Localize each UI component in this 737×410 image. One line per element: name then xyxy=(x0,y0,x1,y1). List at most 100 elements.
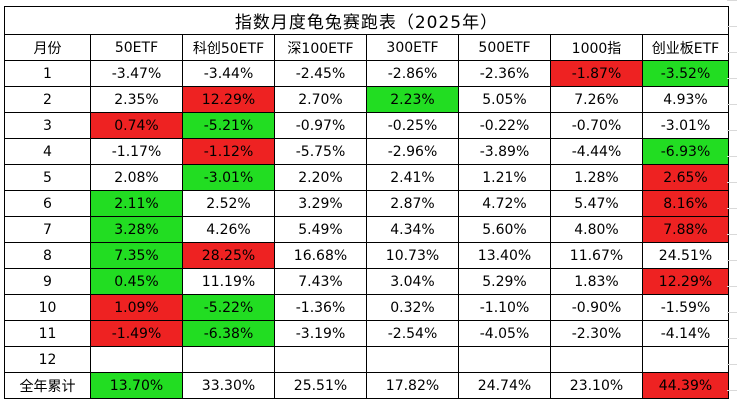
value-cell[interactable]: 1.83% xyxy=(550,268,643,295)
value-cell[interactable]: 3.28% xyxy=(90,216,183,243)
value-cell[interactable] xyxy=(182,346,275,373)
value-cell[interactable]: -1.10% xyxy=(458,294,551,321)
value-cell[interactable]: 12.29% xyxy=(182,86,275,113)
value-cell[interactable]: 2.20% xyxy=(274,164,367,191)
value-cell[interactable]: 2.65% xyxy=(642,164,729,191)
value-cell[interactable]: 4.80% xyxy=(550,216,643,243)
value-cell[interactable]: 0.32% xyxy=(366,294,459,321)
value-cell[interactable]: -2.86% xyxy=(366,60,459,87)
month-cell[interactable]: 8 xyxy=(4,242,91,269)
value-cell[interactable]: 7.88% xyxy=(642,216,729,243)
value-cell[interactable]: 2.08% xyxy=(90,164,183,191)
value-cell[interactable]: 33.30% xyxy=(182,372,275,399)
value-cell[interactable]: -4.14% xyxy=(642,320,729,347)
value-cell[interactable]: 5.47% xyxy=(550,190,643,217)
value-cell[interactable]: 0.45% xyxy=(90,268,183,295)
month-cell[interactable]: 7 xyxy=(4,216,91,243)
value-cell[interactable]: 3.29% xyxy=(274,190,367,217)
value-cell[interactable]: 5.05% xyxy=(458,86,551,113)
header-index[interactable]: 创业板ETF xyxy=(642,34,729,61)
header-index[interactable]: 科创50ETF xyxy=(182,34,275,61)
header-index[interactable]: 300ETF xyxy=(366,34,459,61)
month-cell[interactable]: 9 xyxy=(4,268,91,295)
value-cell[interactable]: 2.70% xyxy=(274,86,367,113)
value-cell[interactable]: 2.23% xyxy=(366,86,459,113)
value-cell[interactable]: 0.74% xyxy=(90,112,183,139)
value-cell[interactable]: 2.35% xyxy=(90,86,183,113)
value-cell[interactable]: 4.72% xyxy=(458,190,551,217)
month-cell[interactable]: 3 xyxy=(4,112,91,139)
month-cell[interactable]: 11 xyxy=(4,320,91,347)
value-cell[interactable]: 25.51% xyxy=(274,372,367,399)
value-cell[interactable]: -5.75% xyxy=(274,138,367,165)
value-cell[interactable]: -1.87% xyxy=(550,60,643,87)
value-cell[interactable]: 12.29% xyxy=(642,268,729,295)
value-cell[interactable]: 4.93% xyxy=(642,86,729,113)
value-cell[interactable]: 7.26% xyxy=(550,86,643,113)
value-cell[interactable]: -2.36% xyxy=(458,60,551,87)
value-cell[interactable]: -1.17% xyxy=(90,138,183,165)
value-cell[interactable]: -3.47% xyxy=(90,60,183,87)
value-cell[interactable]: -1.12% xyxy=(182,138,275,165)
value-cell[interactable]: 24.74% xyxy=(458,372,551,399)
value-cell[interactable]: 4.26% xyxy=(182,216,275,243)
value-cell[interactable]: 2.87% xyxy=(366,190,459,217)
month-cell[interactable]: 1 xyxy=(4,60,91,87)
value-cell[interactable]: -6.93% xyxy=(642,138,729,165)
value-cell[interactable]: -5.22% xyxy=(182,294,275,321)
value-cell[interactable]: 4.34% xyxy=(366,216,459,243)
value-cell[interactable]: -4.05% xyxy=(458,320,551,347)
value-cell[interactable] xyxy=(550,346,643,373)
month-cell[interactable]: 12 xyxy=(4,346,91,373)
value-cell[interactable]: 5.60% xyxy=(458,216,551,243)
value-cell[interactable]: 44.39% xyxy=(642,372,729,399)
value-cell[interactable]: -0.22% xyxy=(458,112,551,139)
value-cell[interactable]: -2.54% xyxy=(366,320,459,347)
value-cell[interactable]: 28.25% xyxy=(182,242,275,269)
month-cell[interactable]: 6 xyxy=(4,190,91,217)
value-cell[interactable]: -5.21% xyxy=(182,112,275,139)
value-cell[interactable]: 2.41% xyxy=(366,164,459,191)
value-cell[interactable]: 1.21% xyxy=(458,164,551,191)
month-cell[interactable]: 10 xyxy=(4,294,91,321)
value-cell[interactable] xyxy=(642,346,729,373)
header-index[interactable]: 1000指 xyxy=(550,34,643,61)
value-cell[interactable]: -4.44% xyxy=(550,138,643,165)
value-cell[interactable]: -6.38% xyxy=(182,320,275,347)
value-cell[interactable]: 16.68% xyxy=(274,242,367,269)
value-cell[interactable]: 23.10% xyxy=(550,372,643,399)
value-cell[interactable]: -1.49% xyxy=(90,320,183,347)
value-cell[interactable]: 7.43% xyxy=(274,268,367,295)
value-cell[interactable]: 8.16% xyxy=(642,190,729,217)
header-month[interactable]: 月份 xyxy=(4,34,91,61)
value-cell[interactable]: 7.35% xyxy=(90,242,183,269)
value-cell[interactable] xyxy=(90,346,183,373)
value-cell[interactable]: 5.29% xyxy=(458,268,551,295)
value-cell[interactable]: 13.70% xyxy=(90,372,183,399)
value-cell[interactable]: -0.70% xyxy=(550,112,643,139)
value-cell[interactable] xyxy=(366,346,459,373)
value-cell[interactable]: 10.73% xyxy=(366,242,459,269)
value-cell[interactable]: -2.30% xyxy=(550,320,643,347)
value-cell[interactable]: 2.52% xyxy=(182,190,275,217)
value-cell[interactable]: 13.40% xyxy=(458,242,551,269)
value-cell[interactable]: 1.28% xyxy=(550,164,643,191)
value-cell[interactable]: -1.59% xyxy=(642,294,729,321)
value-cell[interactable]: 17.82% xyxy=(366,372,459,399)
month-cell[interactable]: 全年累计 xyxy=(4,372,91,399)
value-cell[interactable]: -3.01% xyxy=(182,164,275,191)
value-cell[interactable]: 11.67% xyxy=(550,242,643,269)
value-cell[interactable]: -0.97% xyxy=(274,112,367,139)
value-cell[interactable]: 1.09% xyxy=(90,294,183,321)
value-cell[interactable]: -2.45% xyxy=(274,60,367,87)
value-cell[interactable]: -3.01% xyxy=(642,112,729,139)
value-cell[interactable]: -1.36% xyxy=(274,294,367,321)
value-cell[interactable]: -0.90% xyxy=(550,294,643,321)
value-cell[interactable]: -0.25% xyxy=(366,112,459,139)
month-cell[interactable]: 4 xyxy=(4,138,91,165)
value-cell[interactable]: -3.19% xyxy=(274,320,367,347)
month-cell[interactable]: 5 xyxy=(4,164,91,191)
header-index[interactable]: 深100ETF xyxy=(274,34,367,61)
header-index[interactable]: 50ETF xyxy=(90,34,183,61)
value-cell[interactable]: -3.89% xyxy=(458,138,551,165)
